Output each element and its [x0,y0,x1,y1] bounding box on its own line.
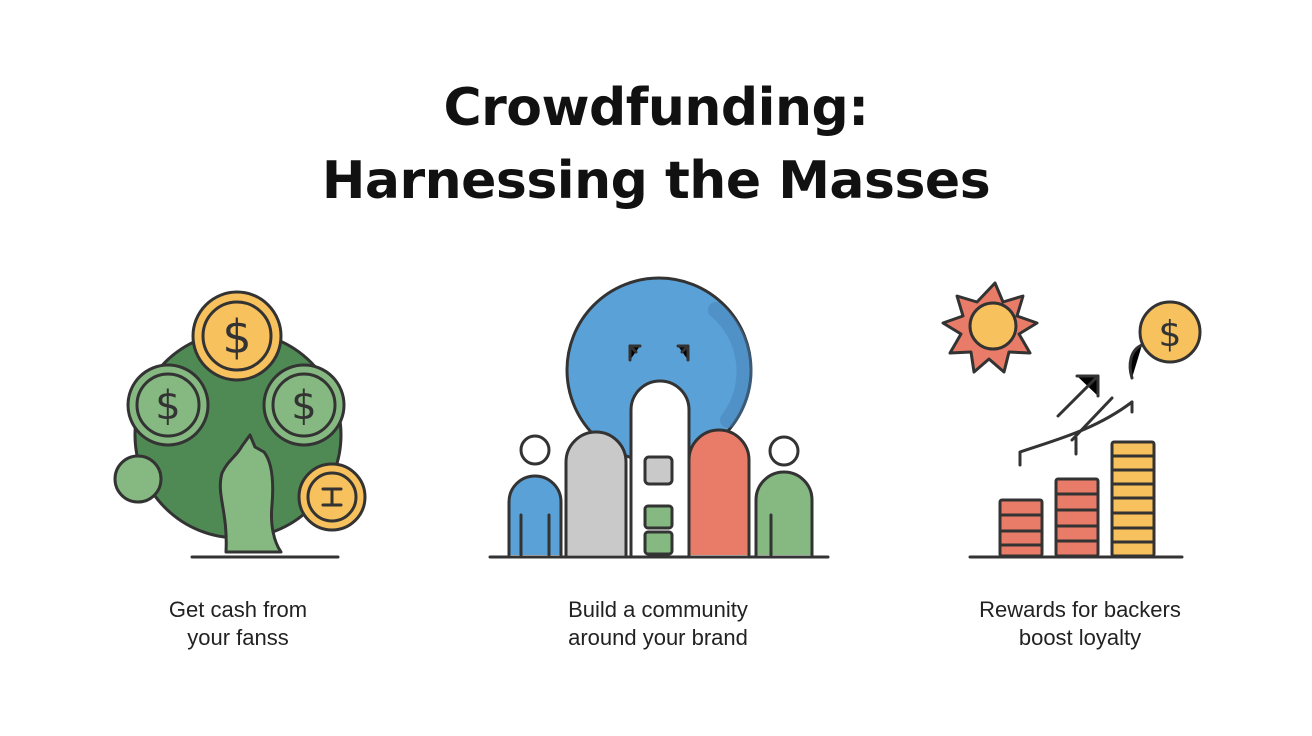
page-title-line-2: Harnessing the Masses [321,151,991,211]
coin-symbol: $ [291,383,316,429]
person-icon [768,435,800,467]
panel-caption: Rewards for backers boost loyalty [979,597,1181,650]
feature-panel-cash: $ $ $ Get cash from your fanss [38,270,438,670]
rewards-illustration: $ [941,281,1202,559]
person-icon [113,454,163,504]
feature-panel-community: Build a community around your brand [458,270,858,670]
coin-stack-icon [998,498,1044,558]
dollar-coin-icon [1138,300,1202,364]
dollar-coin-icon [191,290,283,382]
cash-illustration: $ $ $ [113,290,367,559]
coin-symbol: $ [222,310,251,364]
feature-panel-rewards: $ Rewards for backers boost loyalty [880,270,1280,670]
community-illustration [488,276,830,559]
growth-arrow-icon [1018,400,1134,467]
person-icon [519,434,551,466]
coin-symbol: $ [155,383,180,429]
coin-stack-icon [1110,440,1156,558]
dollar-coin-icon [262,363,346,447]
panel-caption: Build a community around your brand [568,597,748,650]
page-title-line-1: Crowdfunding: [443,78,869,138]
coin-stack-icon [1054,477,1100,558]
coin-symbol: $ [1159,314,1182,355]
panel-caption: Get cash from your fanss [168,597,308,650]
tree-icon [218,433,283,554]
dollar-coin-icon [126,363,210,447]
